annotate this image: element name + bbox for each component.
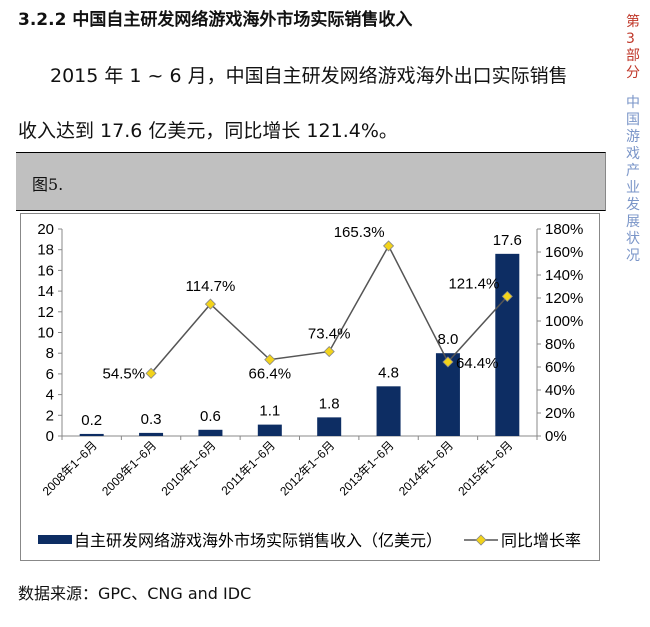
growth-value-label: 54.5% xyxy=(103,365,146,382)
side-char: 状 xyxy=(626,231,640,247)
bar-value-label: 0.2 xyxy=(81,412,102,429)
right-tick-label: 20% xyxy=(545,405,575,422)
side-char: 第 xyxy=(626,14,640,30)
side-char: 戏 xyxy=(626,146,640,162)
right-tick-label: 160% xyxy=(545,244,583,261)
growth-marker xyxy=(382,240,395,252)
growth-marker xyxy=(501,290,513,302)
left-tick-label: 2 xyxy=(46,407,54,424)
growth-marker xyxy=(145,367,157,379)
growth-marker xyxy=(442,356,454,368)
bar xyxy=(79,433,104,436)
right-tick-label: 180% xyxy=(545,221,583,238)
bar xyxy=(198,429,223,436)
growth-value-label: 114.7% xyxy=(186,278,236,295)
bar-value-label: 1.8 xyxy=(319,395,340,412)
figure-caption-box: 图5. xyxy=(16,152,606,211)
growth-marker xyxy=(323,346,335,358)
side-char: 中 xyxy=(626,95,640,111)
bar-value-label: 0.3 xyxy=(141,411,162,428)
growth-value-label: 64.4% xyxy=(456,355,499,372)
figure-label: 图5. xyxy=(32,175,64,194)
x-tick-label: 2015年1~6月 xyxy=(455,438,515,498)
right-tick-label: 40% xyxy=(545,382,575,399)
paragraph-line-1: 2015 年 1 ~ 6 月，中国自主研发网络游戏海外出口实际销售 xyxy=(50,65,568,87)
legend-bar-label: 自主研发网络游戏海外市场实际销售收入（亿美元） xyxy=(74,531,442,550)
left-tick-label: 18 xyxy=(37,242,54,259)
growth-marker xyxy=(204,298,217,310)
bar xyxy=(257,424,282,436)
x-tick-label: 2013年1~6月 xyxy=(337,438,397,498)
section-heading: 3.2.2 中国自主研发网络游戏海外市场实际销售收入 xyxy=(18,10,413,30)
legend-line-label: 同比增长率 xyxy=(501,532,581,550)
left-tick-label: 16 xyxy=(37,262,54,279)
data-source: 数据来源：GPC、CNG and IDC xyxy=(18,584,252,603)
x-tick-label: 2010年1~6月 xyxy=(158,438,218,498)
left-tick-label: 20 xyxy=(37,221,54,238)
side-char: 况 xyxy=(626,248,640,264)
legend-diamond-icon xyxy=(475,534,487,546)
side-char: 展 xyxy=(626,214,640,230)
bar-value-label: 1.1 xyxy=(259,403,280,420)
x-tick-label: 2011年1~6月 xyxy=(218,438,278,498)
bar-value-label: 4.8 xyxy=(378,364,399,381)
side-char: 国 xyxy=(626,112,640,128)
bar-value-label: 0.6 xyxy=(200,408,221,425)
side-text-blue: 中 国 游 戏 产 业 发 展 状 况 xyxy=(626,95,650,265)
side-char: 分 xyxy=(626,65,640,81)
left-tick-label: 10 xyxy=(37,325,54,342)
bar xyxy=(495,253,520,436)
x-tick-label: 2012年1~6月 xyxy=(277,438,337,498)
bar xyxy=(317,417,342,436)
side-text-red: 第 3 部 分 xyxy=(626,14,650,82)
left-tick-label: 12 xyxy=(37,304,54,321)
left-tick-label: 8 xyxy=(46,345,54,362)
legend-bar-swatch xyxy=(38,535,72,544)
right-tick-label: 100% xyxy=(545,313,583,330)
side-char: 发 xyxy=(626,197,640,213)
bar xyxy=(376,386,401,436)
side-char: 部 xyxy=(626,48,640,64)
left-tick-label: 14 xyxy=(37,283,54,300)
bar xyxy=(139,432,164,436)
side-char: 游 xyxy=(626,129,640,145)
growth-value-label: 165.3% xyxy=(334,224,385,241)
x-tick-label: 2014年1~6月 xyxy=(396,438,456,498)
left-tick-label: 6 xyxy=(46,366,54,383)
paragraph-line-2: 收入达到 17.6 亿美元，同比增长 121.4%。 xyxy=(18,120,398,142)
right-tick-label: 120% xyxy=(545,290,583,307)
right-tick-label: 0% xyxy=(545,428,567,445)
x-tick-label: 2008年1~6月 xyxy=(40,438,100,498)
side-char: 产 xyxy=(626,163,640,179)
right-tick-label: 60% xyxy=(545,359,575,376)
x-tick-label: 2009年1~6月 xyxy=(99,438,159,498)
side-char: 业 xyxy=(626,180,640,196)
growth-value-label: 73.4% xyxy=(308,326,351,343)
bar-value-label: 8.0 xyxy=(438,331,459,348)
left-tick-label: 4 xyxy=(46,387,54,404)
growth-value-label: 66.4% xyxy=(249,366,292,383)
bar-value-label: 17.6 xyxy=(493,232,522,249)
side-char: 3 xyxy=(626,31,635,47)
growth-marker xyxy=(264,354,276,366)
left-tick-label: 0 xyxy=(46,428,54,445)
right-tick-label: 80% xyxy=(545,336,575,353)
growth-value-label: 121.4% xyxy=(448,275,499,292)
right-tick-label: 140% xyxy=(545,267,583,284)
